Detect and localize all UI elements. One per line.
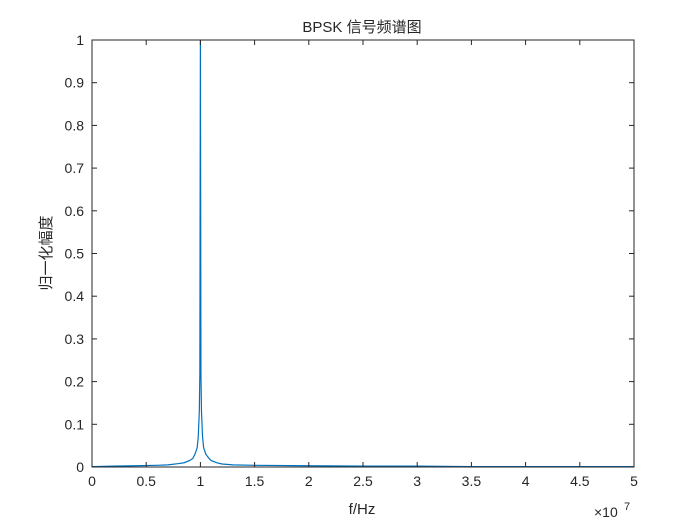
- y-tick-label: 0.3: [65, 331, 85, 347]
- y-tick-label: 0.9: [65, 75, 85, 91]
- x-exponent-power: 7: [624, 501, 630, 513]
- x-tick-label: 3: [413, 473, 421, 489]
- x-axis-label: f/Hz: [349, 501, 376, 518]
- x-tick-label: 1: [197, 473, 205, 489]
- data-layer: [92, 40, 634, 467]
- x-exponent-base: ×10: [594, 504, 618, 520]
- y-tick-label: 0.8: [65, 117, 85, 133]
- tick-labels: 0 0.5 1 1.5 2 2.5 3 3.5 4 4.5 5 0 0.1 0.2 0.3 0.4 0.5 0.6…: [65, 32, 639, 489]
- y-tick-label: 1: [76, 32, 84, 48]
- axes: [91, 39, 635, 468]
- x-tick-label: 0.5: [136, 473, 156, 489]
- x-tick-label: 0: [88, 473, 96, 489]
- x-tick-label: 5: [630, 473, 638, 489]
- y-tick-label: 0.4: [65, 288, 85, 304]
- y-axis-label: 归一化幅度: [38, 215, 55, 290]
- x-tick-label: 4: [522, 473, 530, 489]
- x-tick-label: 3.5: [462, 473, 482, 489]
- y-tick-label: 0.2: [65, 374, 85, 390]
- x-tick-label: 2.5: [353, 473, 373, 489]
- spectrum-line: [92, 40, 634, 467]
- chart-title: BPSK 信号频谱图: [302, 19, 421, 36]
- plot-background: [92, 40, 634, 467]
- x-tick-label: 2: [305, 473, 313, 489]
- plot-area: [92, 40, 634, 467]
- y-tick-label: 0: [76, 459, 84, 475]
- x-tick-label: 1.5: [245, 473, 265, 489]
- y-tick-label: 0.7: [65, 160, 85, 176]
- y-tick-label: 0.1: [65, 416, 85, 432]
- x-exponent-label: ×10 7: [594, 501, 630, 520]
- y-tick-label: 0.5: [65, 246, 85, 262]
- x-tick-label: 4.5: [570, 473, 590, 489]
- y-tick-label: 0.6: [65, 203, 85, 219]
